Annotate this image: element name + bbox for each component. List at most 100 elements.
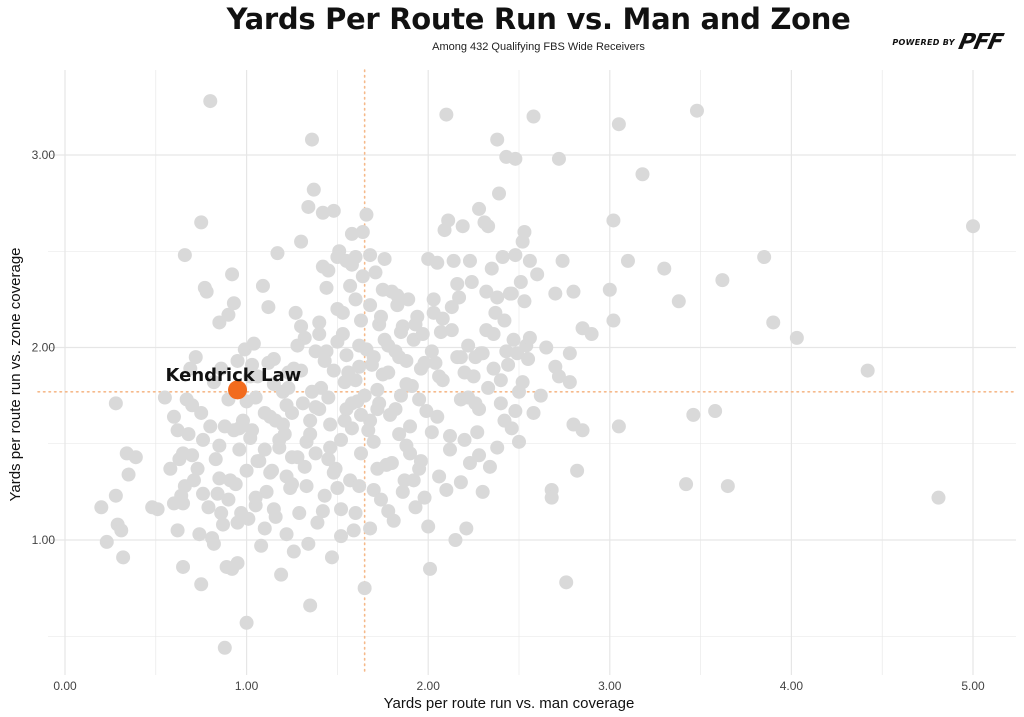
data-point bbox=[261, 355, 276, 370]
data-point bbox=[430, 409, 445, 424]
data-point bbox=[468, 350, 483, 365]
data-point bbox=[292, 506, 307, 521]
data-point bbox=[166, 409, 181, 424]
data-point bbox=[526, 405, 541, 420]
data-point bbox=[257, 442, 272, 457]
data-point bbox=[401, 292, 416, 307]
data-point bbox=[530, 267, 545, 282]
data-point bbox=[381, 365, 396, 380]
chart-subtitle: Among 432 Qualifying FBS Wide Receivers bbox=[432, 41, 645, 53]
data-point bbox=[495, 250, 510, 265]
data-point bbox=[315, 205, 330, 220]
data-point bbox=[381, 504, 396, 519]
data-point bbox=[461, 390, 476, 405]
data-point bbox=[575, 423, 590, 438]
data-point bbox=[393, 325, 408, 340]
data-point bbox=[620, 253, 635, 268]
data-point bbox=[559, 575, 574, 590]
data-point bbox=[206, 375, 221, 390]
data-point bbox=[285, 450, 299, 465]
data-point bbox=[306, 182, 321, 197]
data-point bbox=[403, 419, 418, 434]
data-point bbox=[301, 536, 316, 551]
data-point bbox=[230, 515, 245, 530]
data-point bbox=[359, 207, 374, 222]
data-point bbox=[245, 423, 260, 438]
data-point bbox=[317, 353, 332, 368]
data-point bbox=[432, 469, 447, 484]
data-point bbox=[486, 327, 501, 342]
data-point bbox=[457, 432, 472, 447]
data-point bbox=[493, 396, 508, 411]
data-point bbox=[533, 388, 548, 403]
data-point bbox=[344, 396, 359, 411]
data-point bbox=[444, 323, 459, 338]
data-point bbox=[128, 450, 143, 465]
y-axis-label: Yards per route run vs. zone coverage bbox=[7, 247, 24, 501]
data-point bbox=[388, 402, 403, 417]
data-point bbox=[931, 490, 946, 505]
data-point bbox=[303, 427, 318, 442]
data-point bbox=[157, 390, 172, 405]
data-point bbox=[472, 402, 487, 417]
data-point bbox=[490, 132, 505, 147]
tick-labels: 0.00 1.00 2.00 3.00 4.00 5.00 1.00 2.00 3.00 bbox=[32, 148, 985, 693]
data-point bbox=[606, 313, 621, 328]
data-point bbox=[203, 94, 218, 109]
data-point bbox=[170, 423, 185, 438]
data-point bbox=[584, 327, 599, 342]
data-point bbox=[335, 327, 350, 342]
data-point bbox=[461, 338, 476, 353]
data-point bbox=[290, 338, 305, 353]
data-point bbox=[432, 369, 447, 384]
data-point bbox=[330, 481, 345, 496]
x-tick-label: 3.00 bbox=[598, 679, 622, 693]
x-tick-label: 1.00 bbox=[235, 679, 259, 693]
data-point bbox=[457, 365, 472, 380]
data-point bbox=[263, 465, 278, 480]
data-point bbox=[517, 294, 532, 309]
data-point bbox=[462, 253, 477, 268]
data-point bbox=[671, 294, 686, 309]
data-point bbox=[453, 475, 468, 490]
data-point bbox=[268, 413, 283, 428]
data-point bbox=[297, 459, 312, 474]
data-point bbox=[490, 440, 505, 455]
data-point bbox=[310, 515, 325, 530]
data-point bbox=[715, 273, 730, 288]
data-point bbox=[312, 327, 327, 342]
data-point bbox=[352, 359, 367, 374]
data-point bbox=[860, 363, 875, 378]
data-point bbox=[214, 361, 229, 376]
data-point bbox=[243, 369, 258, 384]
data-point bbox=[230, 353, 245, 368]
data-point bbox=[421, 519, 436, 534]
data-point bbox=[484, 261, 499, 276]
data-point bbox=[321, 390, 336, 405]
data-point bbox=[324, 550, 339, 565]
data-point bbox=[453, 350, 468, 365]
data-point bbox=[423, 561, 438, 576]
data-point bbox=[390, 288, 405, 303]
data-point bbox=[245, 357, 260, 372]
data-point bbox=[250, 454, 265, 469]
data-point bbox=[294, 319, 309, 334]
data-point bbox=[352, 479, 367, 494]
data-point bbox=[303, 413, 318, 428]
data-point bbox=[221, 492, 236, 507]
data-point bbox=[392, 350, 407, 365]
data-point bbox=[368, 265, 383, 280]
data-point bbox=[317, 488, 332, 503]
data-point bbox=[392, 427, 407, 442]
data-point bbox=[657, 261, 672, 276]
data-point bbox=[506, 332, 521, 347]
data-point bbox=[323, 417, 338, 432]
data-point bbox=[196, 486, 211, 501]
data-point bbox=[508, 404, 523, 419]
data-point bbox=[373, 309, 388, 324]
data-point bbox=[294, 234, 309, 249]
data-point bbox=[94, 500, 109, 515]
grid-lines bbox=[48, 70, 1016, 675]
data-point bbox=[373, 492, 388, 507]
